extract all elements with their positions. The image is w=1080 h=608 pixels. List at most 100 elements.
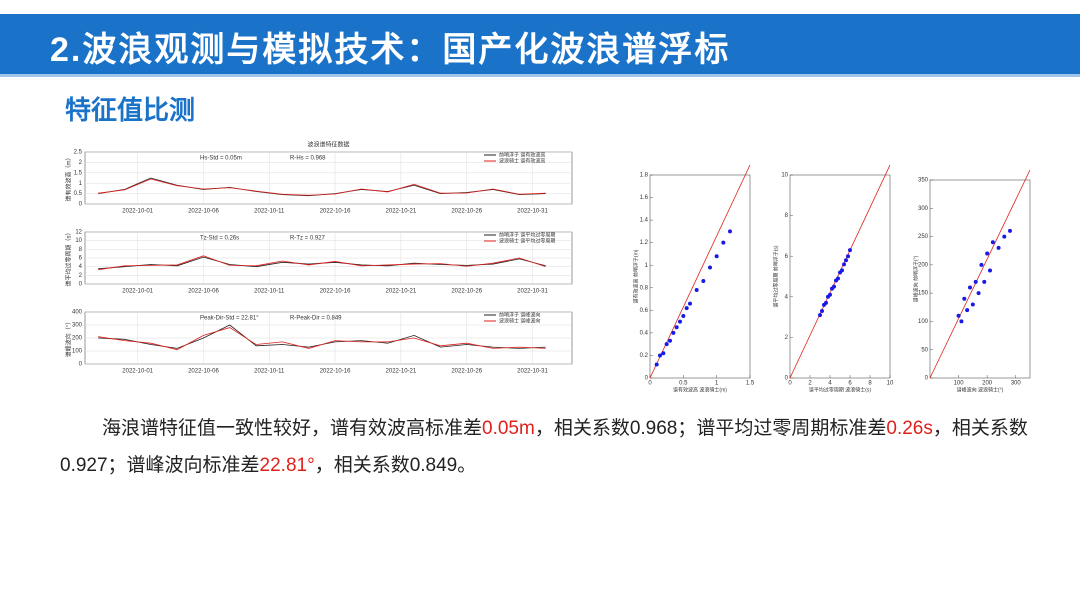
y-axis-label: 谱峰波向 前哨浮子(°) [912,255,919,302]
scatter-point [990,240,995,245]
scatter-point [832,284,836,289]
stat-label: Peak-Dir-Std = 22.81° [200,316,259,322]
y-tick-label: 4 [79,264,83,270]
y-tick-label: 300 [918,206,929,212]
x-tick-label: 300 [1011,381,1022,387]
stat-label: R-Peak-Dir = 0.849 [290,316,342,322]
scatter-point [962,296,967,301]
scatter-point [828,292,832,297]
x-tick-label: 2022-10-21 [386,369,417,375]
legend-label: 波浪骑士 谱峰波向 [499,317,540,324]
scatter-point [1002,234,1007,239]
scatter-point [840,268,844,273]
scatter-point [818,313,822,318]
x-tick-label: 2022-10-06 [188,369,219,375]
y-tick-label: 0 [79,362,83,368]
y-tick-label: 250 [918,234,929,240]
scatter-point [824,300,828,305]
y-tick-label: 400 [72,310,83,316]
series-line [98,327,546,351]
stat-label: Hs-Std = 0.05m [200,156,242,162]
scatter-point [681,313,686,318]
x-tick-label: 2022-10-21 [386,209,417,215]
scatter-point [1008,228,1012,233]
x-tick-label: 2022-10-01 [122,289,153,295]
scatter-point [671,330,676,335]
x-tick-label: 2022-10-11 [254,369,285,375]
scatter-point [701,279,706,284]
text-segment: 0.26s [886,418,933,439]
series-line [98,255,546,271]
scatter-point [688,301,692,306]
scatter-point [684,306,689,311]
y-tick-label: 100 [72,349,83,355]
legend-label: 前哨浮子 谱平均过零周期 [499,231,555,238]
scatter-point [985,251,990,256]
y-tick-label: 1.4 [640,218,649,224]
y-tick-label: 0 [925,376,929,382]
y-tick-label: 6 [785,254,789,260]
series-line [98,177,546,197]
x-tick-label: 0.5 [679,381,688,387]
scatter-point [668,338,672,343]
text-segment: ，相关系数0.927；谱峰波向标准差 [60,418,1028,476]
scatter-point [721,240,726,245]
y-tick-label: 10 [781,173,788,179]
scatter-point [846,254,850,259]
y-tick-label: 100 [918,319,929,325]
reference-line [649,164,751,379]
x-tick-label: 2022-10-26 [451,369,482,375]
y-tick-label: 6 [79,256,83,262]
scatter-point [728,229,732,234]
scatter-point [820,309,824,314]
scatter-point [973,279,978,284]
plot-frame [649,174,751,379]
x-tick-label: 0 [788,381,792,387]
plot-frame [789,174,891,379]
y-tick-label: 1.5 [74,170,83,176]
y-tick-label: 0 [79,202,83,208]
scatter-point [654,362,659,367]
x-tick-label: 10 [887,381,894,387]
y-tick-label: 4 [785,294,789,300]
scatter-point [658,353,662,358]
plot-frame [929,179,1031,379]
x-tick-label: 1.5 [746,381,755,387]
scatter-point [836,276,840,281]
scatter-point [965,308,970,313]
x-tick-label: 6 [848,381,852,387]
y-tick-label: 0 [645,376,649,382]
x-tick-label: 200 [982,381,993,387]
x-tick-label: 2022-10-31 [517,289,548,295]
text-segment: ，相关系数0.968；谱平均过零周期标准差 [534,418,887,439]
scatter-point [956,313,961,318]
scatter-point [708,265,712,270]
y-tick-label: 8 [79,247,83,253]
x-tick-label: 2022-10-11 [254,289,285,295]
figure-title: 波浪谱特征数据 [307,141,349,149]
x-tick-label: 2022-10-21 [386,289,417,295]
x-tick-label: 2 [808,381,812,387]
scatter-point [661,351,666,356]
x-tick-label: 8 [868,381,872,387]
y-tick-label: 2 [79,273,83,279]
scatter-point [714,254,719,259]
y-tick-label: 200 [72,336,83,342]
y-tick-label: 8 [785,213,789,219]
x-tick-label: 4 [828,381,832,387]
y-tick-label: 1 [79,181,83,187]
y-tick-label: 1.8 [640,173,649,179]
scatter-point [996,245,1001,250]
y-axis-label: 谱有效波高（m） [65,155,73,202]
text-segment: ，相关系数0.849。 [314,455,477,476]
text-segment: 0.05m [482,418,535,439]
x-tick-label: 2022-10-31 [517,209,548,215]
scatter-point [848,248,852,253]
legend-label: 波浪骑士 谱有效波高 [499,157,545,164]
scatter-point [979,262,984,267]
y-tick-label: 150 [918,291,929,297]
x-tick-label: 2022-10-16 [320,289,351,295]
scatter-point [968,285,972,290]
x-tick-label: 2022-10-01 [122,209,153,215]
